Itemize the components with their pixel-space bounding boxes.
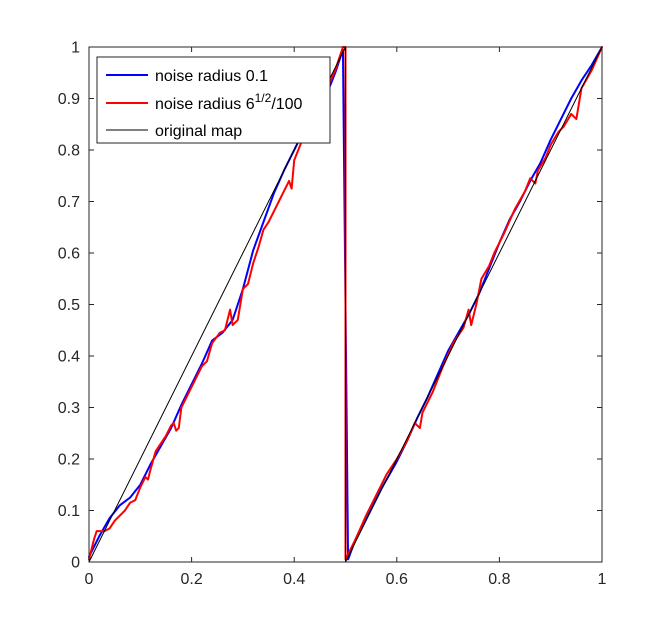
legend-label-2: original map (155, 123, 242, 140)
y-tick-label: 1 (71, 40, 80, 57)
series-line-1 (88, 46, 603, 561)
y-tick-label: 0.2 (58, 452, 80, 469)
legend: noise radius 0.1 noise radius 61/2/100 ori… (96, 56, 331, 144)
series-line-2 (88, 46, 603, 563)
y-tick-label: 0.6 (58, 246, 80, 263)
y-tick-label: 0.9 (58, 91, 80, 108)
y-tick-label: 0.5 (58, 297, 80, 314)
y-tick-label: 0.3 (58, 400, 80, 417)
y-tick-label: 0.1 (58, 503, 80, 520)
x-tick-label: 1 (598, 571, 607, 588)
axes-layer: 0 0.2 0.4 0.6 0.8 1 0 0.1 0.2 0.3 0.4 0.5 0.6 0.7 0.8 0… (58, 40, 607, 589)
x-tick-label: 0.8 (488, 571, 510, 588)
legend-label-1: noise radius 61/2/100 (155, 91, 303, 113)
x-tick-label: 0.4 (283, 571, 305, 588)
legend-box (96, 56, 331, 144)
y-tick-label: 0 (71, 555, 80, 572)
y-tick-label: 0.4 (58, 349, 80, 366)
y-tick-label: 0.7 (58, 194, 80, 211)
x-tick-label: 0.6 (386, 571, 408, 588)
x-tick-label: 0 (85, 571, 94, 588)
legend-label-0: noise radius 0.1 (155, 68, 268, 85)
y-tick-label: 0.8 (58, 143, 80, 160)
series-layer (88, 46, 603, 563)
x-tick-label: 0.2 (180, 571, 202, 588)
